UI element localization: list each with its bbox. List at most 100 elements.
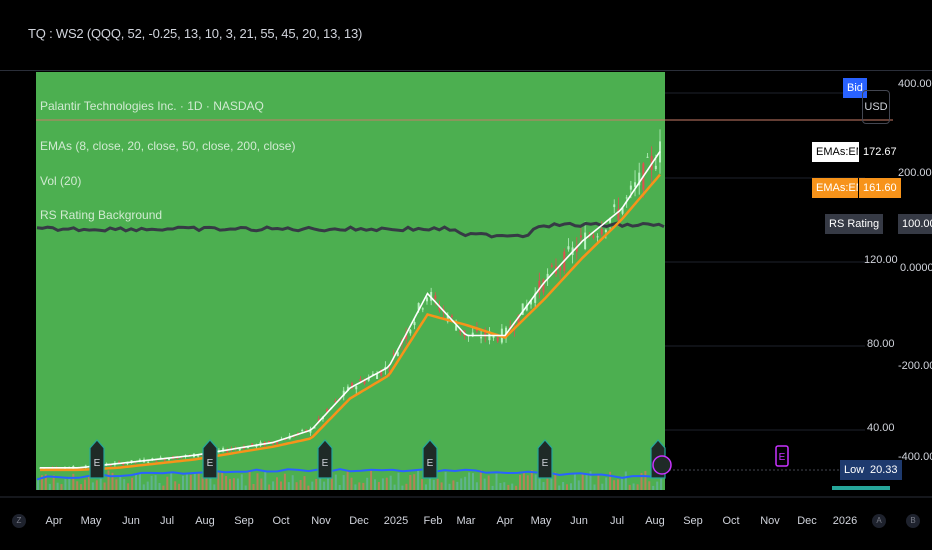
rs-bg-legend[interactable]: RS Rating Background: [40, 208, 163, 222]
candle-body: [63, 468, 66, 470]
volume-bar: [428, 472, 431, 490]
volume-bar: [48, 483, 51, 490]
rs-line: [36, 221, 665, 239]
volume-bar: [87, 476, 90, 490]
low-volume-indicator: [832, 486, 890, 490]
candle-body: [592, 235, 595, 238]
candle-body: [226, 450, 229, 453]
currency-button[interactable]: USD: [862, 90, 890, 124]
candle-body: [417, 303, 420, 310]
ema-2-line: [40, 173, 661, 472]
volume-bar: [166, 476, 169, 490]
volume-bar: [291, 475, 294, 490]
volume-bar: [205, 472, 208, 490]
volume-bar: [178, 483, 181, 490]
candle-body: [122, 462, 125, 465]
volume-bar: [158, 483, 161, 490]
volume-bar: [507, 484, 510, 490]
time-axis-label: 2026: [832, 515, 858, 527]
candle-body: [346, 386, 349, 391]
time-axis-label: Mar: [456, 515, 476, 527]
time-axis-label: 2025: [383, 515, 409, 527]
time-axis-label: May: [530, 515, 552, 527]
volume-bar: [319, 478, 322, 490]
volume-bar: [307, 485, 310, 490]
volume-bar: [597, 474, 600, 490]
volume-bar: [299, 480, 302, 490]
volume-bar: [397, 472, 400, 490]
volume-bar: [495, 473, 498, 490]
symbol-legend[interactable]: Palantir Technologies Inc. · 1D · NASDAQ: [40, 99, 264, 113]
candle-body: [276, 442, 279, 444]
ema1-tag-value: 172.67: [858, 142, 901, 162]
volume-bar: [268, 484, 271, 490]
candle-body: [530, 300, 533, 305]
volume-bar: [280, 481, 282, 490]
volume-bar: [37, 478, 39, 490]
auto-scale-button[interactable]: A: [872, 514, 886, 528]
candle-body: [359, 379, 362, 382]
volume-bar: [479, 470, 482, 490]
volume-bar: [409, 475, 412, 490]
candle-body: [621, 207, 624, 214]
volume-bar: [538, 477, 541, 490]
volume-bar: [123, 479, 126, 490]
earnings-marker-aug: E: [202, 439, 218, 479]
volume-bar: [40, 475, 43, 490]
volume-bar: [570, 483, 572, 490]
time-axis-label: Apr: [496, 515, 514, 527]
candle-body: [459, 330, 462, 333]
candle-body: [380, 369, 383, 376]
volume-bar: [648, 481, 651, 490]
volume-bar: [636, 484, 639, 490]
right-axis-tick: -400.00: [898, 451, 932, 463]
volume-bar: [272, 481, 275, 490]
volume-bar: [107, 470, 110, 490]
volume-bar: [440, 482, 443, 490]
candle-body: [367, 377, 370, 381]
price-axis-tick: 40.00: [867, 422, 895, 434]
volume-bar: [119, 476, 122, 490]
volume-bar: [229, 478, 231, 490]
time-axis-label: Aug: [645, 515, 665, 527]
volume-bar: [358, 482, 361, 490]
volume-ma-line: [36, 468, 665, 481]
time-axis-label: Apr: [45, 515, 63, 527]
vol-legend[interactable]: Vol (20): [40, 174, 82, 188]
ema2-tag-value: 161.60: [858, 178, 901, 198]
candle-body: [609, 218, 612, 223]
candle-body: [376, 373, 379, 379]
time-axis-label: Oct: [722, 515, 740, 527]
candle-body: [109, 465, 112, 467]
volume-bar: [385, 477, 388, 490]
volume-bar: [656, 481, 659, 490]
volume-bar: [483, 478, 486, 490]
volume-bar: [95, 480, 98, 490]
volume-bar: [346, 471, 349, 490]
volume-bar: [84, 479, 86, 490]
right-axis-tick: 400.00: [898, 78, 932, 90]
candle-body: [371, 373, 374, 375]
future-event-marker[interactable]: E: [652, 445, 789, 475]
low-tag-label: Low: [840, 460, 869, 480]
volume-bars: [37, 470, 663, 490]
log-scale-button[interactable]: B: [906, 514, 920, 528]
svg-text:E: E: [94, 458, 101, 469]
time-axis-label: Nov: [760, 515, 780, 527]
candle-body: [542, 279, 545, 293]
volume-bar: [550, 470, 553, 490]
time-axis-label: Aug: [195, 515, 215, 527]
candle-body: [604, 229, 607, 233]
volume-bar: [472, 473, 474, 490]
emas-legend[interactable]: EMAs (8, close, 20, close, 50, close, 20…: [40, 139, 296, 153]
volume-bar: [613, 480, 616, 490]
volume-bar: [80, 484, 83, 490]
volume-bar: [444, 471, 447, 490]
volume-bar: [315, 478, 318, 490]
volume-bar: [189, 474, 192, 490]
scroll-left-button[interactable]: Z: [12, 514, 26, 528]
volume-bar: [138, 473, 141, 490]
time-axis-label: Jun: [570, 515, 588, 527]
candle-body: [471, 332, 474, 337]
